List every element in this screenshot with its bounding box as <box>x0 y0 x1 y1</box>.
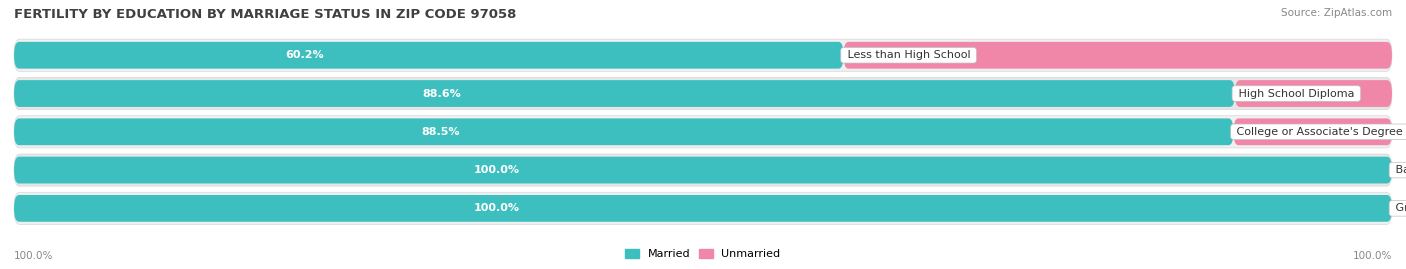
Text: High School Diploma: High School Diploma <box>1234 89 1358 98</box>
FancyBboxPatch shape <box>844 42 1392 69</box>
Text: Less than High School: Less than High School <box>844 50 974 60</box>
Text: FERTILITY BY EDUCATION BY MARRIAGE STATUS IN ZIP CODE 97058: FERTILITY BY EDUCATION BY MARRIAGE STATU… <box>14 8 516 21</box>
FancyBboxPatch shape <box>14 39 1392 71</box>
Text: Source: ZipAtlas.com: Source: ZipAtlas.com <box>1281 8 1392 18</box>
Text: 60.2%: 60.2% <box>285 50 323 60</box>
Text: 100.0%: 100.0% <box>474 203 519 213</box>
FancyBboxPatch shape <box>1233 118 1392 145</box>
Text: 88.6%: 88.6% <box>422 89 461 98</box>
Text: College or Associate's Degree: College or Associate's Degree <box>1233 127 1406 137</box>
FancyBboxPatch shape <box>14 77 1392 109</box>
Text: 100.0%: 100.0% <box>474 165 519 175</box>
FancyBboxPatch shape <box>14 80 1234 107</box>
Text: Bachelor's Degree: Bachelor's Degree <box>1392 165 1406 175</box>
Text: Graduate Degree: Graduate Degree <box>1392 203 1406 213</box>
FancyBboxPatch shape <box>14 154 1392 186</box>
FancyBboxPatch shape <box>14 42 844 69</box>
FancyBboxPatch shape <box>14 116 1392 148</box>
FancyBboxPatch shape <box>1234 80 1392 107</box>
Text: 88.5%: 88.5% <box>422 127 460 137</box>
FancyBboxPatch shape <box>14 192 1392 224</box>
FancyBboxPatch shape <box>14 195 1392 222</box>
FancyBboxPatch shape <box>14 118 1233 145</box>
Text: 100.0%: 100.0% <box>14 250 53 261</box>
Legend: Married, Unmarried: Married, Unmarried <box>621 244 785 263</box>
Text: 100.0%: 100.0% <box>1353 250 1392 261</box>
FancyBboxPatch shape <box>14 157 1392 183</box>
